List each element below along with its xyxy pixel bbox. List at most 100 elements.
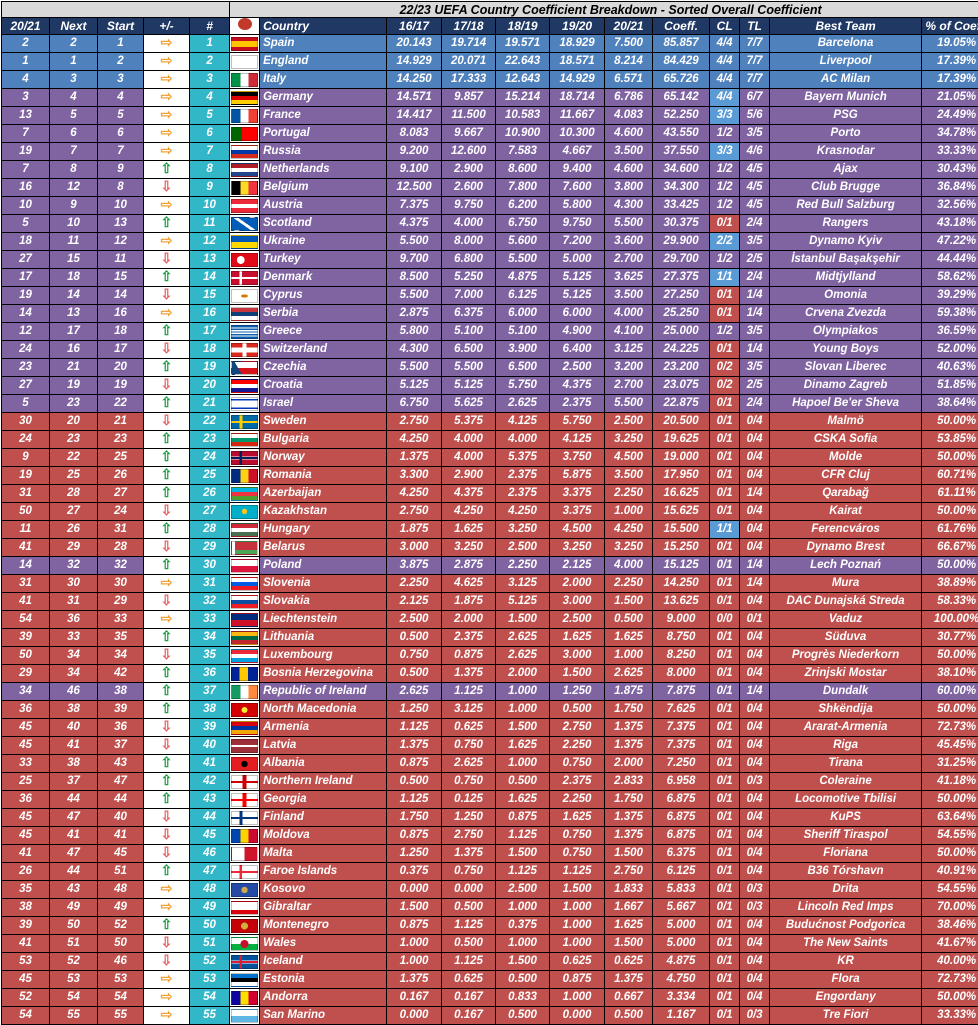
change-cell: ⇧ — [144, 449, 190, 467]
tl-cell: 3/5 — [740, 359, 770, 377]
rank-cell: 48 — [190, 881, 230, 899]
flag-cell — [230, 287, 260, 305]
season-2021-cell: 1.375 — [605, 971, 653, 989]
season-1718-cell: 9.667 — [442, 125, 496, 143]
arrow-up-icon: ⇧ — [161, 917, 173, 931]
season-1617-cell: 4.300 — [387, 341, 442, 359]
best-team-cell: AC Milan — [770, 71, 922, 89]
cl-cell: 4/4 — [710, 35, 740, 53]
season-2021-cell: 2.250 — [605, 575, 653, 593]
pct-cell: 58.62% — [922, 269, 978, 287]
start-cell: 39 — [98, 701, 144, 719]
portugal-flag-icon — [231, 127, 258, 141]
season-1920-cell: 9.750 — [550, 215, 605, 233]
coeff-cell: 4.750 — [653, 971, 710, 989]
pct-cell: 72.73% — [922, 719, 978, 737]
best-team-cell: Krasnodar — [770, 143, 922, 161]
prev-cell: 11 — [2, 521, 50, 539]
season-1718-cell: 5.125 — [442, 377, 496, 395]
start-cell: 31 — [98, 521, 144, 539]
best-team-cell: Locomotive Tbilisi — [770, 791, 922, 809]
prev-cell: 41 — [2, 539, 50, 557]
start-cell: 30 — [98, 575, 144, 593]
prev-cell: 27 — [2, 377, 50, 395]
flag-cell — [230, 323, 260, 341]
cl-cell: 3/3 — [710, 107, 740, 125]
next-cell: 44 — [50, 863, 98, 881]
change-cell: ⇧ — [144, 215, 190, 233]
tl-cell: 0/4 — [740, 989, 770, 1007]
season-1920-cell: 2.500 — [550, 611, 605, 629]
season-1617-cell: 1.000 — [387, 953, 442, 971]
country-cell: Republic of Ireland — [260, 683, 387, 701]
arrow-right-icon: ⇨ — [161, 971, 173, 985]
season-1920-cell: 2.750 — [550, 719, 605, 737]
start-cell: 38 — [98, 683, 144, 701]
season-1819-cell: 3.250 — [496, 521, 550, 539]
country-cell: Kazakhstan — [260, 503, 387, 521]
prev-cell: 7 — [2, 161, 50, 179]
flag-cell — [230, 773, 260, 791]
coeff-cell: 1.167 — [653, 1007, 710, 1025]
rank-cell: 26 — [190, 485, 230, 503]
season-1718-cell: 0.125 — [442, 791, 496, 809]
prev-cell: 53 — [2, 953, 50, 971]
country-cell: North Macedonia — [260, 701, 387, 719]
cl-cell: 0/1 — [710, 629, 740, 647]
arrow-up-icon: ⇧ — [161, 485, 173, 499]
season-1819-cell: 5.125 — [496, 593, 550, 611]
season-1920-cell: 3.000 — [550, 647, 605, 665]
luxembourg-flag-icon — [231, 649, 258, 663]
coeff-cell: 4.875 — [653, 953, 710, 971]
prev-cell: 36 — [2, 791, 50, 809]
prev-cell: 7 — [2, 125, 50, 143]
season-2021-cell: 4.600 — [605, 161, 653, 179]
start-cell: 47 — [98, 773, 144, 791]
cl-cell: 0/1 — [710, 215, 740, 233]
france-flag-icon — [231, 109, 258, 123]
country-cell: Wales — [260, 935, 387, 953]
pct-cell: 61.76% — [922, 521, 978, 539]
flag-cell — [230, 611, 260, 629]
flag-cell — [230, 809, 260, 827]
season-1718-cell: 3.250 — [442, 539, 496, 557]
cl-cell: 0/1 — [710, 827, 740, 845]
tl-cell: 1/4 — [740, 683, 770, 701]
season-1920-cell: 4.375 — [550, 377, 605, 395]
start-cell: 29 — [98, 593, 144, 611]
season-2021-cell: 1.875 — [605, 683, 653, 701]
season-1920-cell: 6.000 — [550, 305, 605, 323]
prev-cell: 54 — [2, 1007, 50, 1025]
start-cell: 13 — [98, 215, 144, 233]
season-1718-cell: 2.750 — [442, 827, 496, 845]
season-2021-cell: 1.750 — [605, 701, 653, 719]
prev-cell: 17 — [2, 269, 50, 287]
pct-cell: 72.73% — [922, 971, 978, 989]
slovakia-flag-icon — [231, 595, 258, 609]
season-1920-cell: 5.750 — [550, 413, 605, 431]
season-2021-cell: 2.625 — [605, 665, 653, 683]
season-2021-cell: 1.000 — [605, 647, 653, 665]
season-1819-cell: 1.000 — [496, 683, 550, 701]
prev-cell: 13 — [2, 107, 50, 125]
best-team-cell: Engordany — [770, 989, 922, 1007]
best-team-cell: Qarabağ — [770, 485, 922, 503]
cl-cell: 0/1 — [710, 431, 740, 449]
rank-cell: 39 — [190, 719, 230, 737]
flag-cell — [230, 647, 260, 665]
next-cell: 23 — [50, 431, 98, 449]
arrow-right-icon: ⇨ — [161, 53, 173, 67]
start-cell: 50 — [98, 935, 144, 953]
season-1718-cell: 4.000 — [442, 431, 496, 449]
cl-cell: 0/1 — [710, 557, 740, 575]
rank-cell: 40 — [190, 737, 230, 755]
flag-cell — [230, 395, 260, 413]
country-cell: Armenia — [260, 719, 387, 737]
season-1920-cell: 14.929 — [550, 71, 605, 89]
cl-cell: 4/4 — [710, 53, 740, 71]
